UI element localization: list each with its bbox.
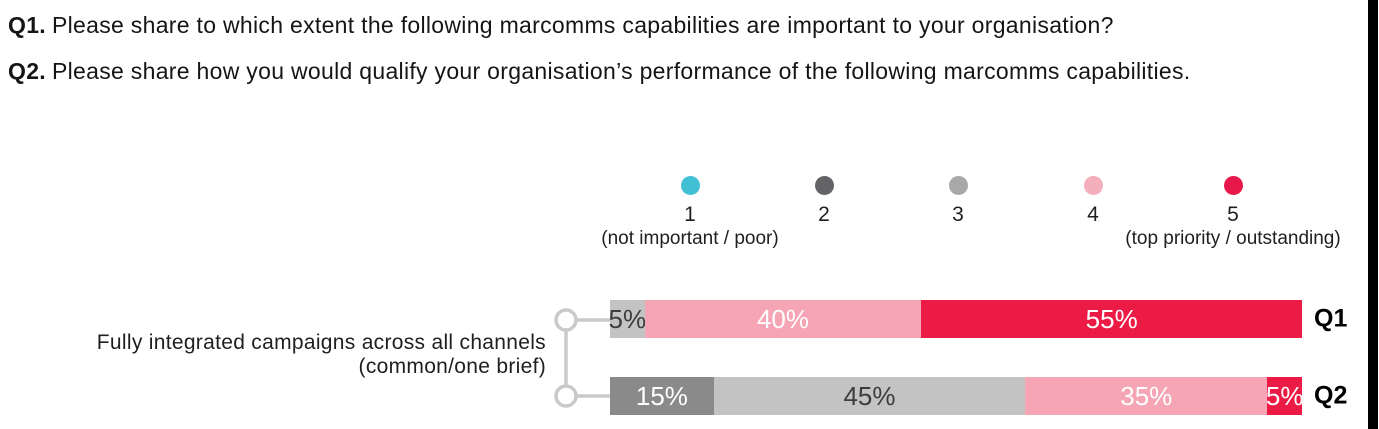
bar-segment-value: 5% [1265, 380, 1304, 411]
legend-item-2: 2 [674, 176, 974, 227]
category-label: Fully integrated campaigns across all ch… [0, 331, 546, 379]
legend-dot-icon [680, 176, 700, 195]
legend-dot-icon [948, 176, 968, 195]
legend-value: 5 [1227, 203, 1239, 226]
legend-value: 1 [684, 203, 696, 226]
bar-segment-score-5: 5% [1265, 377, 1304, 415]
legend-value: 2 [818, 203, 830, 226]
bar-segment-score-4: 40% [644, 300, 922, 338]
legend-value: 4 [1087, 203, 1099, 226]
category-line1: Fully integrated campaigns across all ch… [96, 331, 546, 354]
bar-series-label-q1: Q1 [1314, 304, 1348, 333]
legend-value: 3 [952, 203, 964, 226]
category-connector [554, 308, 610, 408]
q1-prefix: Q1. [8, 12, 46, 38]
bar-segment-score-3: 5% [608, 300, 647, 338]
bar-series-label-q2: Q2 [1314, 381, 1348, 410]
legend-dot-icon [814, 176, 834, 195]
connector-circle-q2 [554, 384, 578, 408]
category-line2: (common/one brief) [358, 355, 546, 378]
stacked-bar-chart: 5% 40% 55% Q1 15% 45% 35% 5% Q2 [608, 0, 1347, 429]
connector-circle-q1 [554, 308, 578, 332]
right-edge-stripe [1368, 0, 1378, 429]
q1-text: Please share to which extent the followi… [51, 12, 1114, 38]
bar-segment-value: 45% [843, 380, 896, 411]
legend-sublabel: (not important / poor) [601, 228, 779, 249]
bar-row-q1: 5% 40% 55% Q1 [608, 300, 1347, 338]
bar-segment-value: 35% [1120, 380, 1173, 411]
legend-dot-icon [1223, 176, 1243, 195]
bar-segment-score-2: 15% [610, 377, 714, 415]
legend-item-4: 4 [943, 176, 1243, 227]
bar-segment-value: 40% [756, 303, 810, 334]
bar-segment-value: 5% [608, 303, 647, 334]
legend-dot-icon [1083, 176, 1103, 195]
header-question-2: Q2. Please share how you would qualify yo… [8, 58, 1190, 85]
bar-segment-value: 55% [1085, 303, 1138, 334]
q2-prefix: Q2. [8, 58, 46, 84]
legend-sublabel: (top priority / outstanding) [1125, 228, 1341, 249]
legend-item-1: 1 (not important / poor) [540, 176, 840, 251]
bar-segment-value: 15% [635, 380, 688, 411]
bar-segment-score-3: 45% [713, 377, 1026, 415]
bar-track-q2: 15% 45% 35% 5% [610, 377, 1304, 415]
bar-segment-score-4: 35% [1025, 377, 1268, 415]
legend: 1 (not important / poor) 2 3 4 5 (top priority… [0, 176, 1379, 256]
bar-track-q1: 5% 40% 55% [608, 300, 1302, 338]
legend-item-3: 3 [808, 176, 1108, 227]
header-question-1: Q1. Please share to which extent the foll… [8, 12, 1114, 39]
q2-text: Please share how you would qualify your … [51, 58, 1191, 84]
bar-segment-score-5: 55% [921, 300, 1302, 338]
legend-item-5: 5 (top priority / outstanding) [1083, 176, 1379, 251]
bar-row-q2: 15% 45% 35% 5% Q2 [610, 377, 1347, 415]
